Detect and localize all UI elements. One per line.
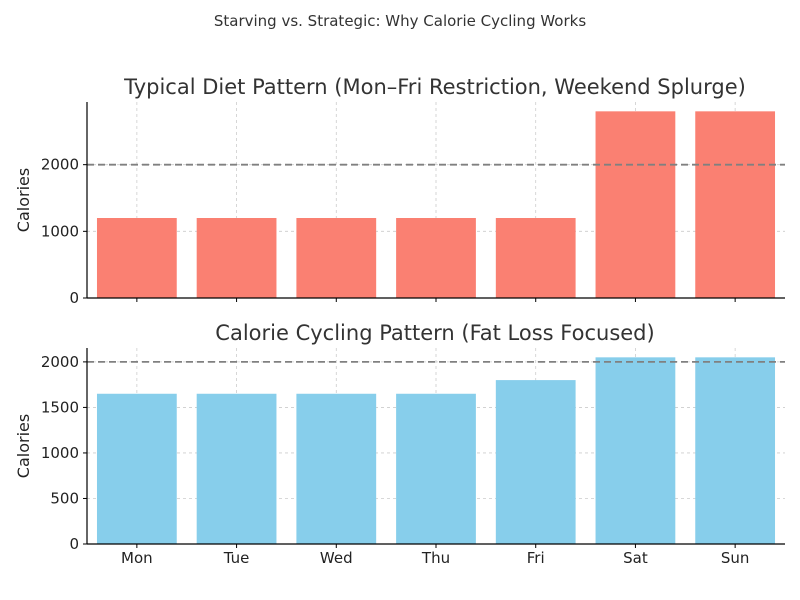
calorie-cycling-y-tick-label: 500 xyxy=(50,489,79,507)
calorie-cycling-bar-thu xyxy=(396,393,476,544)
calorie-cycling-y-tick-label: 2000 xyxy=(41,353,79,371)
typical-diet-bar-wed xyxy=(296,218,377,298)
calorie-cycling-x-tick-label: Fri xyxy=(527,549,545,567)
calorie-cycling-bar-wed xyxy=(296,393,377,544)
calorie-cycling-x-tick-label: Tue xyxy=(223,549,250,567)
typical-diet-y-axis-label: Calories xyxy=(14,168,33,232)
calorie-cycling-bar-sun xyxy=(695,357,776,544)
calorie-cycling-y-axis-label: Calories xyxy=(14,414,33,478)
typical-diet-bar-tue xyxy=(196,218,277,298)
calorie-cycling-x-tick-label: Thu xyxy=(421,549,450,567)
calorie-cycling-x-tick-label: Sat xyxy=(623,549,648,567)
calorie-cycling-y-tick-label: 0 xyxy=(69,535,79,553)
typical-diet-bar-sat xyxy=(595,111,676,298)
calorie-cycling-chart-title: Calorie Cycling Pattern (Fat Loss Focuse… xyxy=(215,321,654,345)
calorie-cycling-x-tick-label: Sun xyxy=(721,549,750,567)
typical-diet-chart: Typical Diet Pattern (Mon–Fri Restrictio… xyxy=(14,75,785,307)
calorie-cycling-x-tick-label: Mon xyxy=(121,549,153,567)
calorie-cycling-bar-sat xyxy=(595,357,676,544)
typical-diet-bar-thu xyxy=(396,218,476,298)
typical-diet-y-tick-label: 0 xyxy=(69,289,79,307)
calorie-cycling-y-tick-label: 1500 xyxy=(41,398,79,416)
typical-diet-chart-title: Typical Diet Pattern (Mon–Fri Restrictio… xyxy=(123,75,746,99)
typical-diet-bar-sun xyxy=(695,111,776,298)
typical-diet-y-tick-label: 2000 xyxy=(41,156,79,174)
typical-diet-y-tick-label: 1000 xyxy=(41,222,79,240)
typical-diet-bar-fri xyxy=(495,218,576,298)
calorie-cycling-bar-mon xyxy=(96,393,177,544)
calorie-cycling-chart: Calorie Cycling Pattern (Fat Loss Focuse… xyxy=(14,321,785,567)
calorie-cycling-bar-fri xyxy=(495,380,576,544)
typical-diet-bar-mon xyxy=(96,218,177,298)
calorie-cycling-bar-tue xyxy=(196,393,277,544)
figure-suptitle: Starving vs. Strategic: Why Calorie Cycl… xyxy=(214,12,586,30)
calorie-cycling-y-tick-label: 1000 xyxy=(41,444,79,462)
calorie-cycling-x-tick-label: Wed xyxy=(320,549,353,567)
